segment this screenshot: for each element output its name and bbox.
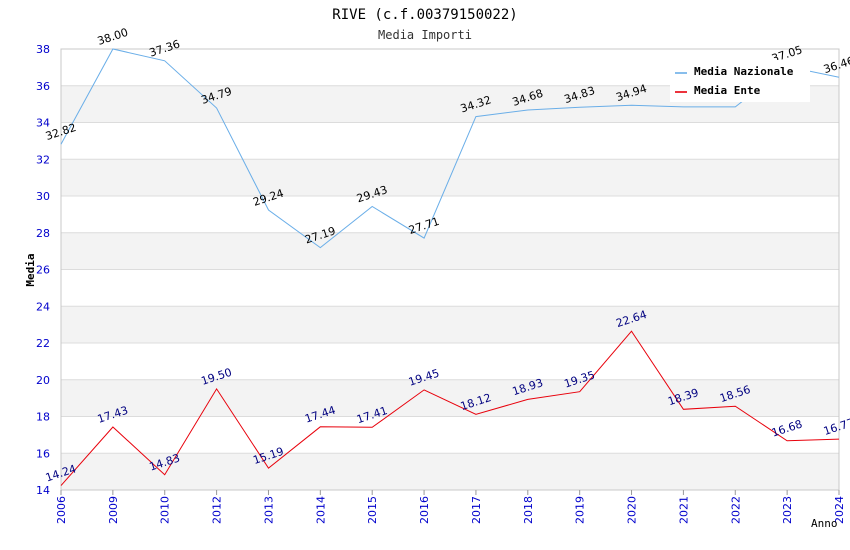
legend-entry-ente: Media Ente — [694, 84, 761, 97]
series-line-media-nazionale — [60, 48, 840, 249]
chart-title: RIVE (c.f.00379150022) — [332, 7, 517, 23]
x-tick-label: 2022 — [729, 496, 742, 524]
y-tick-label: 20 — [36, 374, 50, 387]
y-tick-label: 34 — [36, 117, 50, 130]
x-tick-label: 2009 — [107, 496, 120, 524]
y-tick-label: 26 — [36, 264, 50, 277]
x-tick-label: 2018 — [522, 496, 535, 524]
x-tick-label: 2015 — [366, 496, 379, 524]
y-tick-label: 18 — [36, 411, 50, 424]
x-tick-label: 2021 — [677, 496, 690, 524]
chart-subtitle: Media Importi — [378, 28, 472, 42]
grid-band — [61, 196, 839, 233]
x-axis-label: Anno — [811, 517, 838, 530]
grid-band — [61, 416, 839, 454]
y-tick-label: 22 — [36, 337, 50, 350]
x-tick-label: 2012 — [211, 496, 224, 524]
x-tick-label: 2019 — [574, 496, 587, 524]
grid-bands — [61, 49, 839, 490]
x-tick-label: 2024 — [833, 496, 846, 524]
y-tick-label: 24 — [36, 300, 50, 313]
x-tick-label: 2013 — [262, 496, 275, 524]
x-tick-label: 2023 — [781, 496, 794, 524]
y-axis-ticks: 14 16 18 20 22 24 26 28 30 32 34 36 38 — [36, 43, 50, 497]
legend: Media Nazionale Media Ente — [670, 60, 810, 102]
x-tick-label: 2010 — [159, 496, 172, 524]
y-tick-label: 14 — [36, 484, 50, 497]
grid-band — [61, 122, 839, 160]
grid-band — [61, 269, 839, 307]
x-tick-label: 2020 — [626, 496, 639, 524]
x-tick-label: 2017 — [470, 496, 483, 524]
x-axis-ticks: 2006 2009 2010 2012 2013 2014 2015 2016 2017 2018… — [55, 490, 846, 524]
plot-frame — [60, 48, 840, 491]
data-label: 38.00 — [96, 26, 130, 48]
gridlines — [60, 48, 840, 491]
x-tick-label: 2014 — [314, 496, 327, 524]
y-tick-label: 30 — [36, 190, 50, 203]
grid-band — [61, 453, 839, 490]
grid-band — [61, 232, 839, 270]
y-tick-label: 32 — [36, 153, 50, 166]
y-tick-label: 28 — [36, 227, 50, 240]
legend-entry-nazionale: Media Nazionale — [694, 65, 794, 78]
y-tick-label: 16 — [36, 447, 50, 460]
y-tick-label: 36 — [36, 80, 50, 93]
grid-band — [61, 306, 839, 343]
grid-band — [61, 343, 839, 380]
x-tick-label: 2006 — [55, 496, 68, 524]
y-axis-label: Media — [24, 253, 37, 286]
x-tick-label: 2016 — [418, 496, 431, 524]
legend-box — [670, 60, 810, 102]
grid-band — [61, 379, 839, 417]
series-line-media-ente — [60, 330, 840, 486]
y-tick-label: 38 — [36, 43, 50, 56]
